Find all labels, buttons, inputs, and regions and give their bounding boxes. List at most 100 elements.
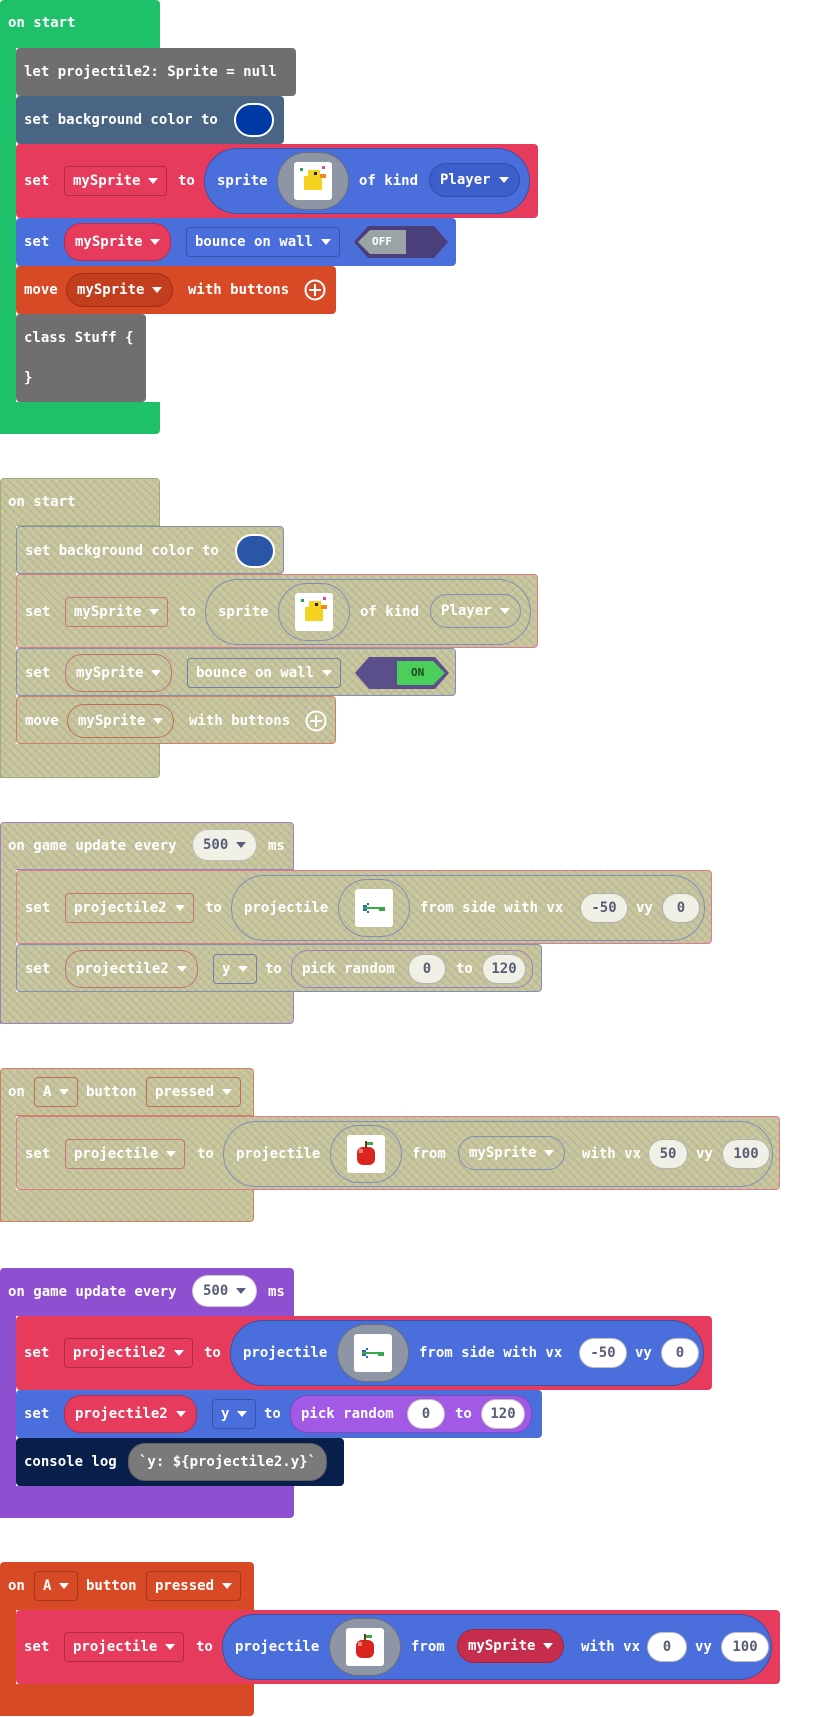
state-dropdown[interactable]: pressed [146,1571,242,1601]
kind-dropdown[interactable]: Player [430,594,521,628]
on-game-update-foot [0,1486,294,1518]
expand-plus-icon[interactable] [305,710,327,732]
on-start-hat[interactable] [0,0,160,48]
state-value: pressed [155,1578,215,1594]
on-button-pressed-hat[interactable] [0,1068,254,1116]
projectile-from-reporter[interactable]: projectile from mySprite with vx 50 vy 1… [223,1121,773,1187]
class-stuff-block[interactable]: class Stuff { } [16,314,146,402]
vy-value: 0 [676,900,686,916]
set-mysprite-sprite-block[interactable]: set mySprite to sprite of kind Player [16,574,538,648]
projectile-label: projectile [243,1345,328,1361]
mysprite-variable-dropdown[interactable]: mySprite [64,223,172,261]
button-label: button [86,1084,137,1100]
max-value: 120 [491,961,517,977]
set-projectile2-y-block[interactable]: set projectile2 y to pick random 0 to 12… [16,944,542,992]
pick-random-label: pick random [302,961,395,977]
source-sprite-dropdown[interactable]: mySprite [457,1629,565,1663]
property-dropdown[interactable]: y [212,1399,257,1429]
expand-plus-icon[interactable] [304,279,326,301]
hat-suffix-label: ms [268,838,285,854]
kind-dropdown[interactable]: Player [429,163,520,197]
projectile-from-reporter[interactable]: projectile from mySprite with vx 0 vy 10… [222,1614,772,1680]
state-dropdown[interactable]: pressed [146,1077,242,1107]
set-background-color-block[interactable]: set background color to [16,96,284,144]
projectile-from-side-reporter[interactable]: projectile from side with vx -50 vy 0 [230,1320,704,1386]
set-projectile-block[interactable]: set projectile to projectile from mySpri… [16,1116,780,1190]
vx-input[interactable]: 50 [648,1139,688,1169]
projectile2-variable-dropdown[interactable]: projectile2 [64,1395,197,1433]
chevron-down-icon [222,1583,233,1589]
mysprite-variable-dropdown[interactable]: mySprite [66,273,174,307]
vy-input[interactable]: 0 [662,893,700,923]
mysprite-variable-dropdown[interactable]: mySprite [67,704,175,738]
mysprite-variable-dropdown[interactable]: mySprite [65,597,169,627]
property-dropdown[interactable]: y [213,954,258,984]
chevron-down-icon [152,287,163,293]
bounce-toggle[interactable]: OFF [354,226,448,258]
interval-dropdown[interactable]: 500 [192,829,258,861]
button-dropdown[interactable]: A [34,1077,79,1107]
sprite-of-kind-reporter[interactable]: sprite of kind Player [204,148,530,214]
with-buttons-label: with buttons [189,713,291,729]
vy-input[interactable]: 100 [721,1632,769,1662]
mysprite-variable-dropdown[interactable]: mySprite [64,166,168,196]
bounce-on-wall-dropdown[interactable]: bounce on wall [187,658,342,688]
on-start-hat[interactable] [0,478,160,526]
set-projectile2-y-block[interactable]: set projectile2 y to pick random 0 to 12… [16,1390,542,1438]
chevron-down-icon [150,239,161,245]
variable-name: projectile2 [73,1345,166,1361]
console-log-value-input[interactable]: `y: ${projectile2.y}` [128,1443,328,1481]
let-projectile2-block[interactable]: let projectile2: Sprite = null [16,48,296,96]
vy-input[interactable]: 100 [722,1139,770,1169]
max-input[interactable]: 120 [481,1399,525,1429]
projectile-image-picker[interactable] [329,1618,401,1676]
with-buttons-label: with buttons [188,282,290,298]
bounce-on-wall-dropdown[interactable]: bounce on wall [186,227,341,257]
source-sprite-dropdown[interactable]: mySprite [458,1136,566,1170]
vx-value: 50 [659,1146,677,1162]
min-input[interactable]: 0 [407,1399,445,1429]
vx-input[interactable]: -50 [579,1338,627,1368]
projectile-image-picker[interactable] [330,1125,402,1183]
projectile-from-side-reporter[interactable]: projectile from side with vx -50 vy 0 [231,875,705,941]
projectile-image-picker[interactable] [337,1324,409,1382]
min-input[interactable]: 0 [408,954,446,984]
sprite-label: sprite [217,173,268,189]
set-background-color-block[interactable]: set background color to [16,526,284,574]
console-log-block[interactable]: console log `y: ${projectile2.y}` [16,1438,344,1486]
projectile2-variable-dropdown[interactable]: projectile2 [64,1338,193,1368]
set-mysprite-sprite-block[interactable]: set mySprite to sprite of kind Player [16,144,538,218]
sprite-image-picker[interactable] [278,583,350,641]
set-projectile-block[interactable]: set projectile to projectile from mySpri… [16,1610,780,1684]
set-projectile2-block[interactable]: set projectile2 to projectile from side … [16,870,712,944]
pick-random-reporter[interactable]: pick random 0 to 120 [291,950,533,988]
vx-value: -50 [590,1345,616,1361]
sprite-of-kind-reporter[interactable]: sprite of kind Player [205,579,531,645]
vx-input[interactable]: 0 [647,1632,687,1662]
duck-sprite-icon [294,162,332,200]
background-color-swatch[interactable] [235,534,275,568]
move-with-buttons-block[interactable]: move mySprite with buttons [16,266,336,314]
set-projectile2-block[interactable]: set projectile2 to projectile from side … [16,1316,712,1390]
max-input[interactable]: 120 [482,954,526,984]
button-dropdown[interactable]: A [34,1571,79,1601]
chevron-down-icon [238,966,249,972]
move-with-buttons-block[interactable]: move mySprite with buttons [16,696,336,744]
set-bounce-on-wall-block[interactable]: set mySprite bounce on wall OFF [16,218,456,266]
sprite-image-picker[interactable] [277,152,349,210]
background-color-swatch[interactable] [234,103,274,137]
projectile-variable-dropdown[interactable]: projectile [64,1632,185,1662]
to-label: to [205,900,222,916]
projectile-variable-dropdown[interactable]: projectile [65,1139,186,1169]
set-bounce-on-wall-block[interactable]: set mySprite bounce on wall ON [16,648,456,696]
vy-input[interactable]: 0 [661,1338,699,1368]
pick-random-reporter[interactable]: pick random 0 to 120 [290,1395,532,1433]
vx-input[interactable]: -50 [580,893,628,923]
vy-value: 100 [732,1639,758,1655]
projectile2-variable-dropdown[interactable]: projectile2 [65,950,198,988]
bounce-toggle[interactable]: ON [355,657,449,689]
projectile-image-picker[interactable] [338,879,410,937]
mysprite-variable-dropdown[interactable]: mySprite [65,654,173,692]
interval-dropdown[interactable]: 500 [192,1275,258,1307]
projectile2-variable-dropdown[interactable]: projectile2 [65,893,194,923]
